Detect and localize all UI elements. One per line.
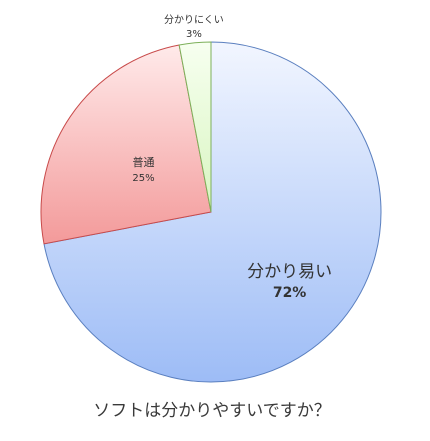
pie-labels: 分かり易い 72% 普通 25% 分かりにくい 3% <box>132 14 332 301</box>
chart-title: ソフトは分かりやすいですか？ <box>93 401 331 421</box>
pie-slice-1 <box>40 44 212 245</box>
slice-label-1: 普通 <box>133 155 155 169</box>
slice-pct-label-2: 3% <box>186 29 202 40</box>
slice-label-0: 分かり易い <box>247 262 332 282</box>
pie-slices <box>40 41 382 383</box>
pie-slice-2 <box>178 41 212 213</box>
pie-slice-0 <box>43 41 382 383</box>
slice-pct-label-0: 72% <box>273 285 307 301</box>
slice-label-2: 分かりにくい <box>164 14 224 26</box>
slice-pct-label-1: 25% <box>132 173 154 184</box>
